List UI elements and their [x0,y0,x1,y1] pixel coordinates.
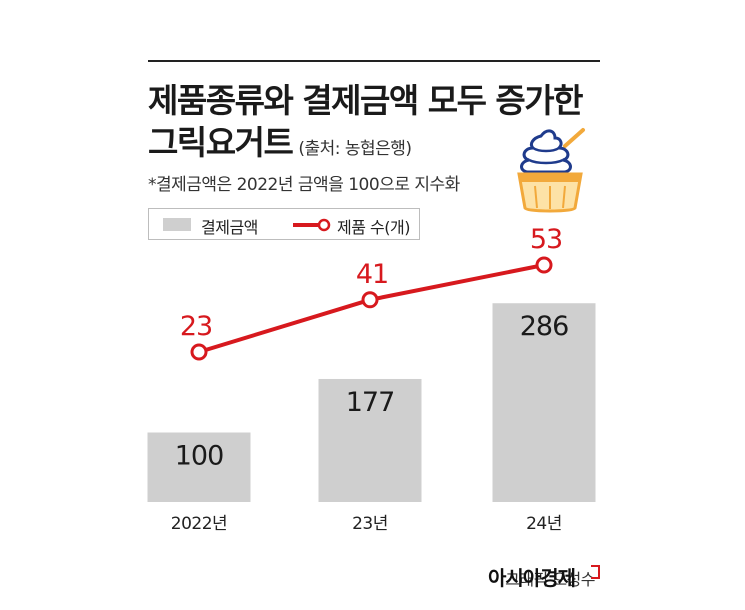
legend: 결제금액 제품 수(개) [148,208,420,240]
chart-title-line1: 제품종류와 결제금액 모두 증가한 [148,81,584,120]
bar-0 [147,432,251,502]
legend-bar-swatch [163,218,191,231]
bar-value-label-0: 100 [175,441,224,472]
x-tick-label-1: 23년 [352,514,388,534]
yogurt-cup-icon [515,126,595,216]
graphic-credit: 그래픽 오성수 [505,566,595,590]
x-tick-label-2: 24년 [526,514,562,534]
brand-mark-icon [591,565,600,579]
chart-title-text: 그릭요거트 [148,123,294,162]
bar-value-label-1: 177 [346,387,395,418]
graphic-credit-text: 그래픽 오성수 [505,570,595,589]
legend-bar-label: 결제금액 [201,218,258,237]
line-point-0 [190,343,208,361]
line-point-1 [361,291,379,309]
line-value-label-2: 53 [530,224,562,255]
top-rule [148,60,600,62]
legend-line-swatch [293,216,333,234]
line-value-label-1: 41 [356,259,388,290]
source-label: (출처: 농협은행) [298,139,412,159]
bar-1 [318,378,422,502]
legend-line-label: 제품 수(개) [337,218,410,237]
line-point-2 [535,256,553,274]
bar-2 [492,303,596,502]
x-tick-label-0: 2022년 [171,514,227,534]
chart-title-line2: 그릭요거트 (출처: 농협은행) [148,116,412,164]
line-value-label-0: 23 [180,311,212,342]
chart-note: *결제금액은 2022년 금액을 100으로 지수화 [148,175,460,195]
bar-value-label-2: 286 [520,311,569,342]
brand-logo: 아시아경제 [488,566,576,590]
